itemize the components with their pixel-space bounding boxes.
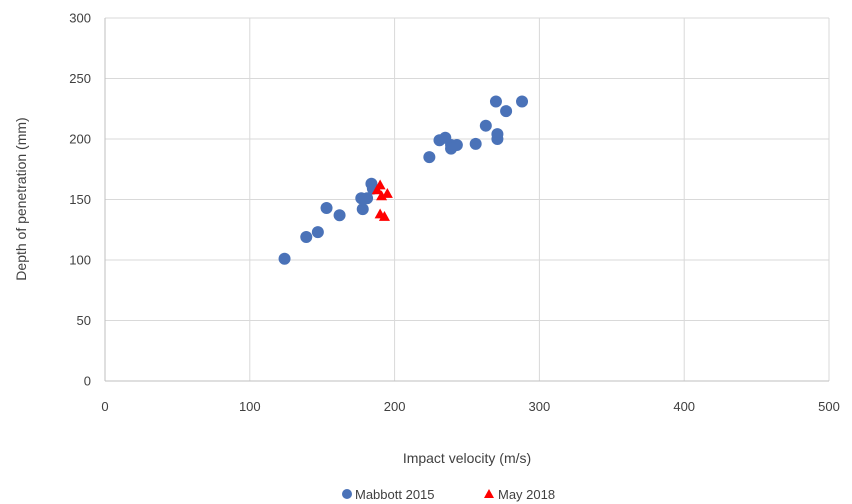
x-tick-label: 300 xyxy=(529,399,551,414)
data-point-mabbott-2015 xyxy=(361,192,374,205)
data-point-mabbott-2015 xyxy=(300,231,313,244)
data-point-mabbott-2015 xyxy=(489,95,502,108)
data-point-mabbott-2015 xyxy=(500,105,513,118)
data-point-mabbott-2015 xyxy=(469,137,482,150)
data-point-may-2018 xyxy=(381,187,393,198)
y-tick-label: 100 xyxy=(69,253,91,268)
axes xyxy=(104,18,829,382)
legend-marker-may-2018 xyxy=(484,489,494,498)
data-point-mabbott-2015 xyxy=(311,226,324,239)
y-tick-label: 200 xyxy=(69,132,91,147)
data-point-mabbott-2015 xyxy=(516,95,529,108)
x-tick-label: 500 xyxy=(818,399,840,414)
data-point-mabbott-2015 xyxy=(333,209,346,222)
y-tick-label: 300 xyxy=(69,11,91,26)
gridlines xyxy=(105,17,830,381)
x-tick-label: 0 xyxy=(101,399,108,414)
data-point-mabbott-2015 xyxy=(356,203,369,216)
legend-label-may-2018: May 2018 xyxy=(498,487,555,502)
data-point-mabbott-2015 xyxy=(491,133,504,145)
y-axis-title: Depth of penetration (mm) xyxy=(13,117,29,280)
legend-label-mabbott-2015: Mabbott 2015 xyxy=(355,487,435,502)
y-tick-label: 250 xyxy=(69,71,91,86)
y-tick-label: 150 xyxy=(69,192,91,207)
x-tick-label: 400 xyxy=(673,399,695,414)
y-tick-label: 0 xyxy=(84,374,91,389)
legend-marker-mabbott-2015 xyxy=(342,489,352,499)
x-tick-label: 100 xyxy=(239,399,261,414)
data-point-may-2018 xyxy=(378,210,390,221)
data-point-mabbott-2015 xyxy=(450,139,463,152)
data-point-mabbott-2015 xyxy=(423,151,436,164)
data-point-mabbott-2015 xyxy=(278,252,291,265)
data-point-mabbott-2015 xyxy=(320,201,333,214)
legend: Mabbott 2015 May 2018 xyxy=(342,487,555,502)
y-tick-label: 50 xyxy=(77,313,91,328)
data-points xyxy=(278,95,529,265)
tick-labels: 0 100 200 300 400 500 0 50 100 150 200 250 300 xyxy=(69,11,840,415)
x-tick-label: 200 xyxy=(384,399,406,414)
data-point-mabbott-2015 xyxy=(479,119,492,132)
x-axis-title: Impact velocity (m/s) xyxy=(403,450,531,466)
data-point-may-2018 xyxy=(374,179,386,190)
